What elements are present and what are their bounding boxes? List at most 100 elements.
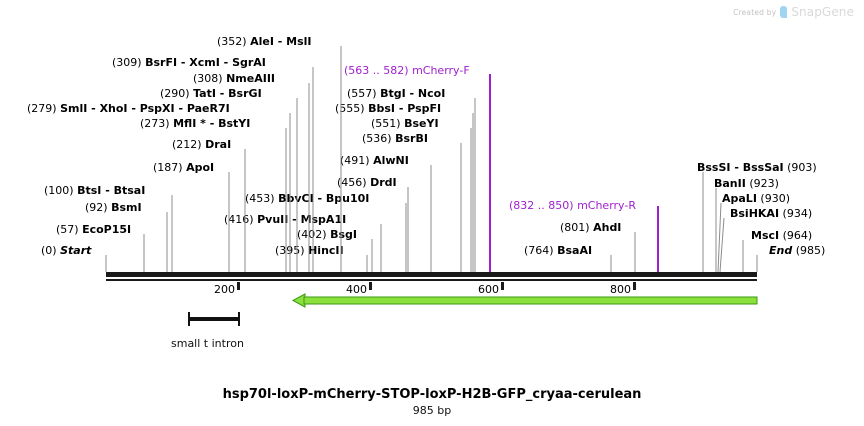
snapgene-watermark: Created by SnapGene [733,5,854,19]
primer-bracket-mcherry-f-stem [489,74,491,274]
enzyme-position: (456) [337,176,367,189]
enzyme-position: (308) [193,72,223,85]
enzyme-name: BbsI - PspFI [368,102,442,115]
enzyme-label-apoi[interactable]: (187) ApoI [153,162,214,174]
enzyme-name: AleI - MslI [250,35,312,48]
primer-name: mCherry-R [577,199,636,212]
enzyme-position: (402) [297,228,327,241]
page-title: hsp70l-loxP-mCherry-STOP-loxP-H2B-GFP_cr… [222,387,642,402]
enzyme-name: Start [60,244,92,257]
enzyme-label-drai[interactable]: (212) DraI [172,139,231,151]
small-t-intron-label: small t intron [171,337,244,350]
enzyme-position: (551) [371,117,401,130]
enzyme-position: (0) [41,244,57,257]
enzyme-position: (555) [335,102,365,115]
enzyme-label-apali[interactable]: ApaLI (930) [722,193,790,205]
primer-label-mcherry-f[interactable]: (563 .. 582) mCherry-F [344,65,470,77]
enzyme-label-bseyi[interactable]: (551) BseYI [371,118,439,130]
enzyme-name: HincII [308,244,344,257]
feature-arrow-body [303,296,758,305]
enzyme-name: BsaAI [557,244,593,257]
enzyme-label-ahdi[interactable]: (801) AhdI [560,222,621,234]
enzyme-label-pvuii[interactable]: (416) PvuII - MspA1I [224,214,346,226]
enzyme-label-mfli[interactable]: (273) MflI * - BstYI [140,118,250,130]
ruler-tick-400 [369,282,372,290]
primer-range: (563 .. 582) [344,64,409,77]
enzyme-position: (934) [782,207,813,220]
enzyme-label-smli[interactable]: (279) SmlI - XhoI - PspXI - PaeR7I [27,103,230,115]
ruler-tick-600 [501,282,504,290]
enzyme-label-alei[interactable]: (352) AleI - MslI [217,36,312,48]
enzyme-label-btgi[interactable]: (557) BtgI - NcoI [347,88,445,100]
enzyme-name: BssSI - BssSaI [697,161,784,174]
enzyme-name: AlwNI [373,154,409,167]
enzyme-label-bsmi[interactable]: (92) BsmI [85,202,142,214]
enzyme-name: BbvCI - Bpu10I [278,192,370,205]
enzyme-label-btsi[interactable]: (100) BtsI - BtsaI [44,185,145,197]
enzyme-name: AhdI [593,221,622,234]
enzyme-label-bbvci[interactable]: (453) BbvCI - Bpu10I [245,193,369,205]
enzyme-position: (187) [153,161,183,174]
enzyme-label-end[interactable]: End (985) [769,245,825,257]
enzyme-name: TatI - BsrGI [193,87,262,100]
small-t-intron-cap-right [238,312,240,326]
enzyme-position: (100) [44,184,74,197]
enzyme-label-bsgi[interactable]: (402) BsgI [297,229,357,241]
enzyme-name: PvuII - MspA1I [257,213,347,226]
enzyme-position: (416) [224,213,254,226]
enzyme-name: NmeAIII [226,72,276,85]
enzyme-position: (964) [782,229,813,242]
enzyme-position: (273) [140,117,170,130]
enzyme-name: BsgI [330,228,357,241]
enzyme-name: DrdI [370,176,397,189]
primer-label-mcherry-r[interactable]: (832 .. 850) mCherry-R [509,200,636,212]
enzyme-position: (290) [160,87,190,100]
enzyme-label-alwni[interactable]: (491) AlwNI [340,155,409,167]
enzyme-position: (309) [112,56,142,69]
primer-bracket-mcherry-r-stem [657,206,659,274]
sequence-backbone[interactable] [106,272,757,277]
snapgene-logo-icon [780,6,788,18]
enzyme-label-tati[interactable]: (290) TatI - BsrGI [160,88,262,100]
enzyme-position: (491) [340,154,370,167]
enzyme-label-bsssi[interactable]: BssSI - BssSaI (903) [697,162,817,174]
enzyme-position: (985) [795,244,826,257]
enzyme-name: MscI [751,229,780,242]
enzyme-label-nmeaiii[interactable]: (308) NmeAIII [193,73,275,85]
enzyme-label-banii[interactable]: BanII (923) [714,178,779,190]
enzyme-name: BsmI [111,201,142,214]
ruler-tick-200 [237,282,240,290]
enzyme-position: (801) [560,221,590,234]
enzyme-name: ApaLI [722,192,757,205]
enzyme-label-bbsi[interactable]: (555) BbsI - PspFI [335,103,441,115]
enzyme-position: (352) [217,35,247,48]
small-t-intron-bar[interactable] [188,317,240,321]
ruler-tick-800 [633,282,636,290]
enzyme-label-bsrbi[interactable]: (536) BsrBI [362,133,428,145]
enzyme-name: BanII [714,177,746,190]
enzyme-name: BtsI - BtsaI [77,184,146,197]
enzyme-position: (764) [524,244,554,257]
enzyme-label-bsaai[interactable]: (764) BsaAI [524,245,592,257]
ruler-label-200: 200 [214,283,235,296]
enzyme-name: BsiHKAI [730,207,780,220]
feature-arrow-head-icon [291,293,306,308]
enzyme-label-bsihkai[interactable]: BsiHKAI (934) [730,208,812,220]
enzyme-name: EcoP15I [82,223,132,236]
primer-range: (832 .. 850) [509,199,574,212]
enzyme-label-hincii[interactable]: (395) HincII [275,245,344,257]
enzyme-name: ApoI [186,161,215,174]
ruler-label-400: 400 [346,283,367,296]
enzyme-label-msci[interactable]: MscI (964) [751,230,812,242]
leader-line-bsihkai [719,217,725,273]
enzyme-name: SmlI - XhoI - PspXI - PaeR7I [60,102,230,115]
enzyme-label-bsrfi[interactable]: (309) BsrFI - XcmI - SgrAI [112,57,266,69]
enzyme-position: (930) [760,192,791,205]
enzyme-position: (212) [172,138,202,151]
enzyme-name: DraI [205,138,232,151]
enzyme-position: (57) [56,223,79,236]
enzyme-label-start[interactable]: (0) Start [41,245,91,257]
enzyme-label-drdi[interactable]: (456) DrdI [337,177,397,189]
enzyme-label-ecop15i[interactable]: (57) EcoP15I [56,224,131,236]
